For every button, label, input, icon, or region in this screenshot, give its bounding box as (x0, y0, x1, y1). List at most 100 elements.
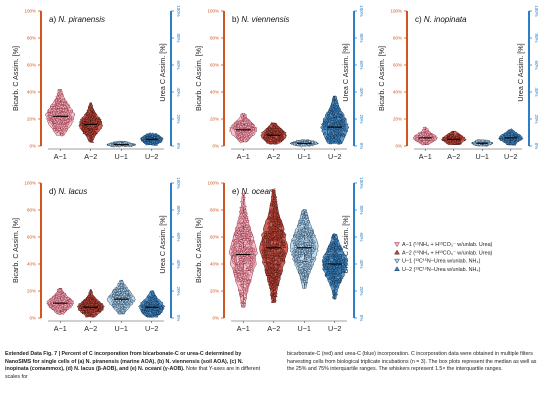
left-tick-label: 40% (27, 262, 36, 267)
cell-marker (88, 112, 93, 116)
cell-marker (63, 120, 68, 124)
cell-marker (273, 140, 277, 145)
cell-marker (88, 125, 93, 129)
cell-marker (516, 133, 521, 137)
cell-marker (329, 131, 333, 135)
cell-marker (86, 111, 90, 115)
x-tick-label: U−2 (145, 152, 158, 161)
cell-marker (501, 135, 506, 139)
right-tick-label: 100% (359, 177, 364, 189)
cell-marker (150, 132, 155, 136)
right-tick-label: 0% (176, 315, 181, 322)
cell-marker (62, 105, 67, 109)
x-tick-label: U−1 (298, 152, 311, 161)
figure: 0% 20% 40% 60% 80% 100% Bicarb. C Assim. [%] 0%… (11, 5, 539, 333)
panel-letter: a) (49, 15, 58, 24)
left-tick-label: 60% (210, 235, 219, 240)
cell-marker (64, 117, 69, 121)
cell-marker (57, 90, 61, 94)
right-tick-label: 40% (176, 87, 181, 96)
left-axis-label: Bicarb. C Assim. [%] (377, 46, 386, 111)
left-tick-label: 80% (393, 36, 402, 41)
panel-letter: c) (415, 15, 424, 24)
cell-marker (515, 137, 520, 141)
cell-marker (510, 139, 515, 143)
cell-marker (92, 130, 97, 135)
cell-marker (53, 123, 57, 127)
cell-marker (336, 106, 340, 111)
legend: A−1 (¹⁵NH₄ + H¹³CO₃⁻ w/unlab. Urea) A−2 (… (394, 242, 493, 273)
cell-marker (247, 126, 252, 130)
cell-marker (506, 139, 511, 143)
left-tick-label: 0% (212, 316, 219, 321)
cell-marker (233, 123, 238, 127)
cell-marker (448, 134, 453, 138)
cell-marker (415, 138, 419, 143)
cell-marker (330, 126, 335, 130)
species-name: N. lacus (58, 187, 87, 196)
cell-marker (235, 131, 239, 136)
cell-marker (237, 135, 242, 139)
right-tick-label: 40% (359, 87, 364, 96)
right-tick-label: 0% (534, 143, 539, 150)
panel-title: d) N. lacus (49, 187, 87, 196)
cell-marker (453, 138, 458, 142)
cell-marker (272, 125, 276, 129)
left-tick-label: 0% (29, 316, 36, 321)
cell-marker (334, 118, 339, 122)
cell-marker (327, 109, 332, 113)
panel-title: e) N. oceani (232, 187, 275, 196)
right-tick-label: 60% (359, 232, 364, 241)
cell-marker (150, 134, 155, 138)
cell-marker (279, 128, 283, 133)
cell-marker (244, 123, 249, 127)
cell-marker (307, 140, 312, 144)
cell-marker (420, 142, 425, 146)
left-axis-label: Bicarb. C Assim. [%] (11, 46, 20, 111)
cell-marker (324, 135, 329, 140)
cell-marker (336, 136, 341, 140)
species-name: N. inopinata (424, 15, 467, 24)
cell-marker (328, 107, 332, 111)
cell-marker (48, 120, 53, 124)
cell-marker (93, 120, 97, 124)
left-tick-label: 40% (27, 90, 36, 95)
cell-marker (485, 140, 489, 144)
cell-marker (52, 108, 56, 112)
cell-marker (68, 119, 73, 123)
cell-marker (335, 100, 339, 104)
left-tick-label: 0% (29, 144, 36, 149)
legend-label-U2: U−2 (¹³C¹⁵N−Urea w/unlab. NH₄) (402, 267, 481, 273)
right-tick-label: 100% (176, 5, 181, 17)
cell-marker (338, 117, 343, 121)
x-tick-label: A−2 (267, 152, 280, 161)
cell-marker (88, 129, 92, 133)
cell-marker (509, 132, 514, 136)
cell-marker (324, 126, 329, 131)
cell-marker (263, 134, 268, 138)
cell-marker (240, 121, 245, 125)
cell-marker (246, 137, 250, 141)
cell-marker (52, 106, 56, 110)
cell-marker (271, 137, 276, 141)
left-tick-label: 40% (210, 90, 219, 95)
cell-marker (65, 123, 70, 127)
cell-marker (335, 110, 340, 114)
cell-marker (268, 136, 272, 140)
cell-marker (54, 130, 59, 134)
left-tick-label: 20% (27, 117, 36, 122)
cell-marker (89, 120, 94, 124)
cell-marker (330, 117, 335, 121)
x-tick-label: A−2 (84, 324, 97, 333)
cell-marker (322, 127, 326, 131)
x-tick-label: U−1 (115, 324, 128, 333)
panel-letter: d) (49, 187, 58, 196)
cells-A1 (230, 113, 256, 144)
cell-marker (62, 124, 67, 128)
left-tick-label: 100% (24, 9, 36, 14)
cell-marker (424, 140, 429, 144)
cell-marker (58, 122, 62, 127)
cell-marker (53, 309, 58, 313)
cell-marker (146, 140, 150, 144)
cell-marker (448, 139, 453, 143)
